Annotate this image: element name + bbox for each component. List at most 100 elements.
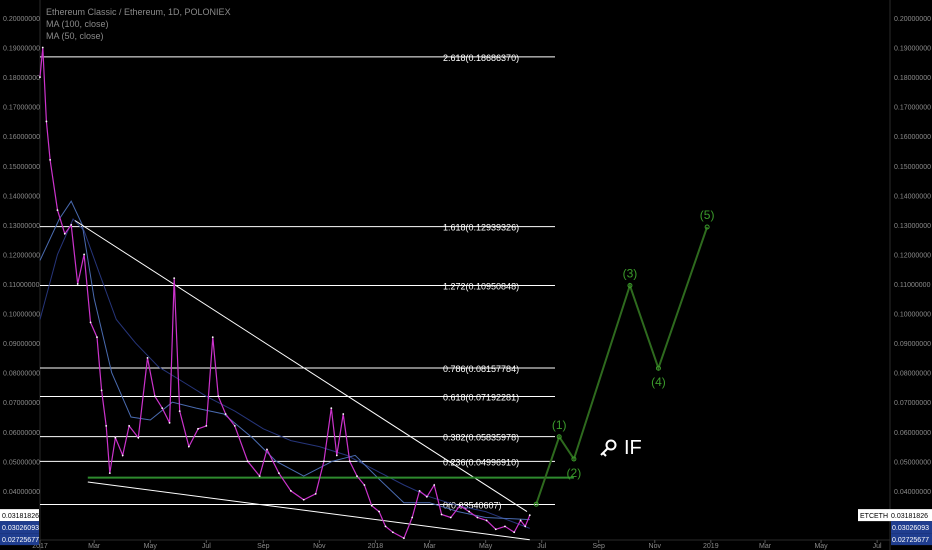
wave-label: (3) [623,266,638,280]
fib-level-label: 1.618(0.12939326) [443,223,519,233]
ma-price-text-right: 0.03026093 [892,525,929,532]
price-point [178,410,181,412]
y-tick-label-left: 0.06000000 [3,430,40,437]
upper-trendline [74,220,528,513]
y-tick-label-right: 0.19000000 [894,46,931,53]
price-point [425,495,428,498]
price-point [278,472,280,475]
x-tick-label: Jul [537,543,546,550]
price-point [418,489,421,492]
price-point [519,519,522,522]
price-point [187,445,190,448]
y-tick-label-left: 0.09000000 [3,341,40,348]
price-point [63,232,66,235]
price-point [83,253,86,256]
price-point [494,528,497,531]
y-tick-label-right: 0.06000000 [894,430,931,437]
fib-level-label: 0.786(0.08157784) [443,364,519,374]
price-point [513,531,516,534]
wave-point [704,224,710,230]
fib-level-label: 0.618(0.07192281) [443,393,519,403]
price-point [100,389,103,392]
y-tick-label-left: 0.14000000 [3,193,40,200]
x-tick-label: Mar [759,543,772,550]
price-point [70,223,73,226]
price-point [39,76,41,79]
y-tick-label-right: 0.20000000 [894,16,931,23]
ma-price-badge-right [891,521,932,534]
x-tick-label: Jul [202,543,211,550]
price-point [323,460,325,463]
ma-price-badge-right [891,533,932,546]
price-line [39,47,531,540]
x-tick-label: May [144,543,158,550]
wave-label: (5) [700,208,715,222]
fib-level-label: 0.382(0.05835978) [443,433,519,443]
y-tick-label-left: 0.15000000 [3,164,40,171]
y-tick-label-left: 0.17000000 [3,105,40,112]
last-price-badge-left [0,509,39,522]
elliott-wave-projection: (1) (2) (3) (4) (5) [533,208,715,507]
y-tick-label-left: 0.20000000 [3,16,40,23]
price-point [433,484,436,486]
chart-legend: Ethereum Classic / Ethereum, 1D, POLONIE… [46,6,231,42]
y-tick-label-left: 0.07000000 [3,400,40,407]
price-point [246,460,249,463]
price-point [449,516,452,519]
fib-level-label: 0.236(0.04996910) [443,457,519,467]
price-point [56,209,59,212]
price-point [524,525,527,528]
price-point [528,514,531,517]
y-tick-label-left: 0.08000000 [3,371,40,378]
price-point [258,475,261,478]
wave-point [571,456,577,462]
price-point [41,46,44,49]
y-tick-label-left: 0.16000000 [3,134,40,141]
fib-level-label: 0(0.03540607) [443,500,502,510]
y-tick-label-right: 0.12000000 [894,252,931,259]
price-point [289,489,292,492]
price-point [459,504,461,507]
y-tick-label-left: 0.18000000 [3,75,40,82]
legend-ma100: MA (100, close) [46,19,109,29]
x-tick-label: Jul [873,543,882,550]
y-tick-label-left: 0.12000000 [3,252,40,259]
price-point [153,395,156,398]
price-point [224,413,227,415]
price-point [335,454,338,457]
x-tick-label: Sep [257,543,270,550]
y-tick-label-left: 0.11000000 [3,282,40,289]
chart-axes: 0.20000000 0.20000000 0.19000000 0.19000000… [3,0,931,550]
y-tick-label-right: 0.08000000 [894,371,931,378]
y-tick-label-right: 0.04000000 [894,489,931,496]
y-tick-label-left: 0.04000000 [3,489,40,496]
chart-lines [39,46,574,541]
x-tick-label: 2019 [703,543,719,550]
wave-point [627,282,633,288]
price-point [363,484,366,486]
price-point [485,519,488,522]
y-tick-label-right: 0.14000000 [894,193,931,200]
y-tick-label-right: 0.11000000 [894,282,931,289]
price-point [49,158,52,161]
y-tick-label-right: 0.15000000 [894,164,931,171]
x-tick-label: Sep [592,543,605,550]
y-tick-label-right: 0.07000000 [894,400,931,407]
price-point [314,492,317,495]
wave-label: (4) [651,375,666,389]
price-point [266,448,268,451]
price-point [161,407,164,410]
wave-point [556,434,562,440]
price-point [384,525,387,528]
x-tick-label: Mar [424,543,437,550]
legend-ma50: MA (50, close) [46,31,104,41]
wave-label: (2) [567,466,582,480]
y-tick-label-right: 0.13000000 [894,223,931,230]
x-tick-label: Nov [649,543,662,550]
y-tick-label-left: 0.10000000 [3,312,40,319]
ma-price-text-right: 0.02725677 [892,537,929,544]
price-point [137,436,140,439]
last-price-badge-right [858,509,932,522]
